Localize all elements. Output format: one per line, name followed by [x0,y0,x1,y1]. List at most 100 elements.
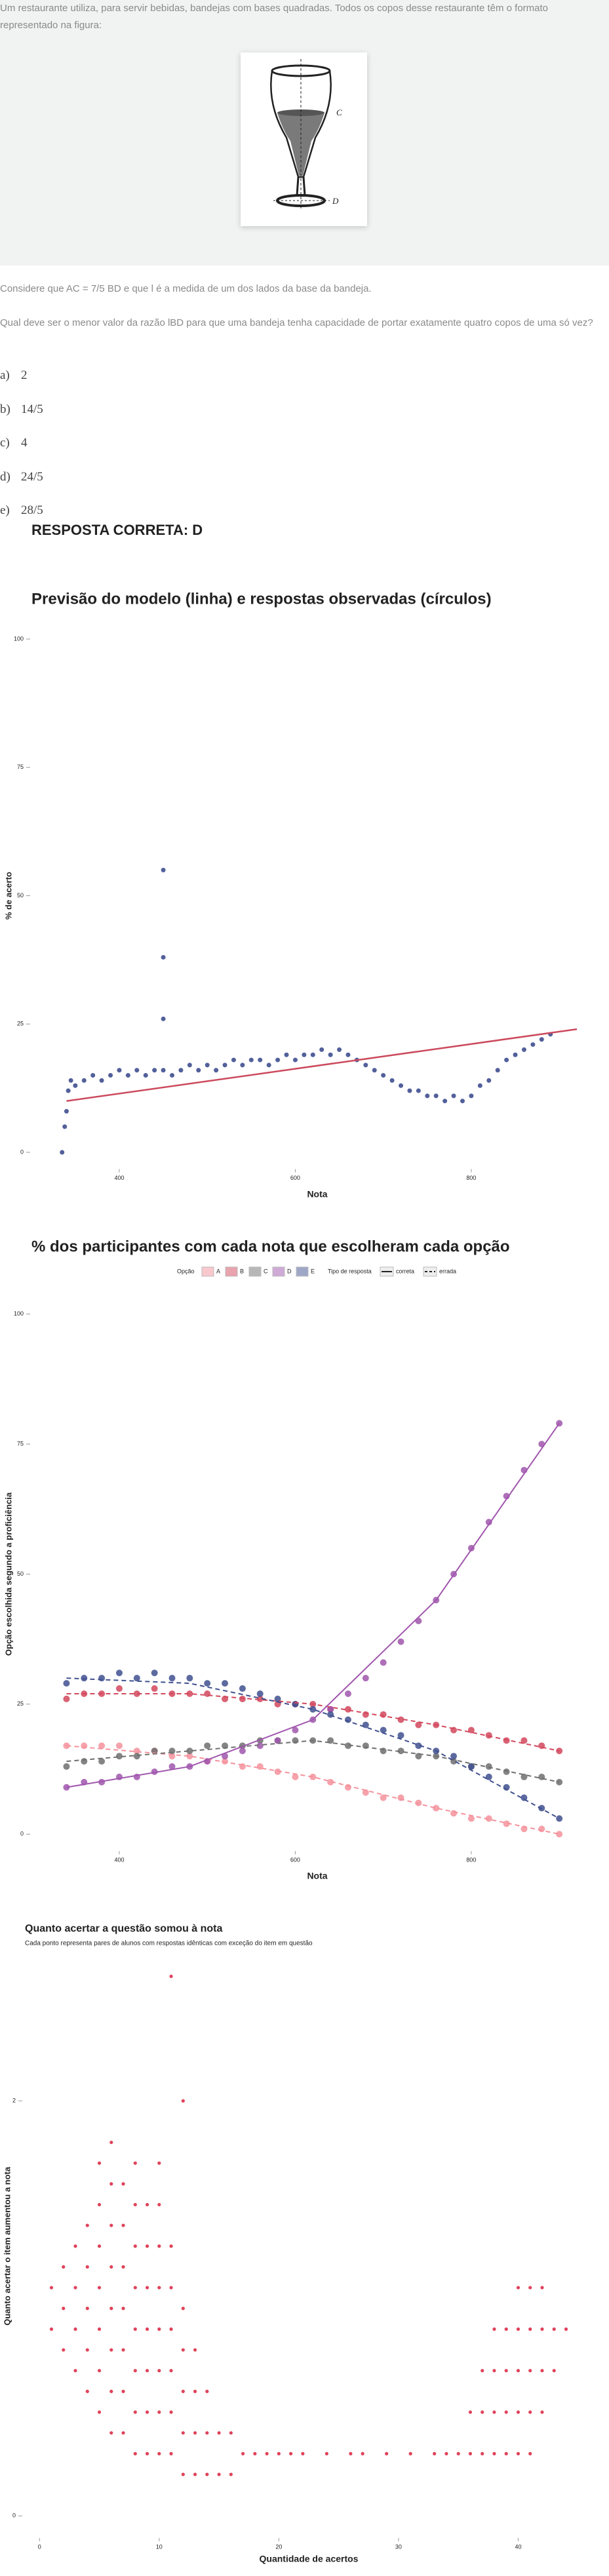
point [133,2244,137,2248]
point [178,1068,184,1073]
point [115,1685,123,1692]
point [477,1083,482,1088]
option: d) 24/5 [0,470,43,484]
point [170,1073,175,1078]
point [81,1078,87,1083]
point [516,2410,521,2414]
legend-swatch [248,1266,262,1277]
point [433,1093,439,1099]
point [239,1747,246,1755]
point [485,1763,492,1770]
point [217,2472,221,2476]
point [133,2161,137,2165]
statement: Qual deve ser o menor valor da razão lBD… [0,317,593,328]
point [302,1052,307,1057]
point [540,2286,544,2290]
chart-title: Quanto acertar a questão somou à nota [25,1923,223,1934]
point [181,2307,185,2311]
point [73,2369,77,2373]
point [193,2389,197,2393]
point [217,2431,221,2435]
point [186,1690,193,1697]
point [275,1057,281,1063]
y-tick-label: 0 [12,2512,16,2519]
point [444,2451,448,2455]
point [133,2369,137,2373]
point [97,2327,102,2331]
option-letter: a) [0,368,10,382]
point [73,2327,77,2331]
point [181,2431,185,2435]
figure-label: D [332,196,339,206]
point [193,2348,197,2352]
point [239,1695,246,1702]
point [344,1716,351,1723]
point [481,2451,484,2455]
point [151,1685,158,1692]
point [485,1815,492,1822]
point [415,1742,422,1749]
legend-swatch [296,1266,309,1277]
point [327,1706,334,1713]
point [205,1063,210,1068]
fit-line [66,1745,560,1835]
point [161,954,166,960]
fit-line [66,1028,578,1102]
y-axis-label: % de acerto [3,872,13,920]
point [292,1700,299,1708]
point [451,1093,456,1099]
option: a) 2 [0,368,28,383]
point [109,2389,113,2393]
point [157,2327,161,2331]
point [292,1057,298,1063]
point [540,2369,544,2373]
point [222,1063,227,1068]
point [157,2202,161,2207]
y-tick-label: 0 [20,1831,24,1837]
point [521,1047,526,1052]
point [161,867,166,872]
point [143,1073,148,1078]
point [552,2369,556,2373]
point [121,2431,125,2435]
point [310,1052,315,1057]
point [309,1706,317,1713]
point [81,1675,88,1682]
point [85,2223,89,2227]
point [97,2369,102,2373]
y-axis-label: Quanto acertar o item aumentou a nota [2,2166,12,2326]
point [540,2327,544,2331]
point [62,1124,68,1129]
point [380,1794,387,1801]
x-axis-label: Quantidade de acertos [260,2554,359,2564]
point [186,1753,193,1760]
figure-label: C [336,107,342,117]
point [222,1753,229,1760]
point [49,2327,54,2331]
point [372,1068,377,1073]
point [145,2451,149,2455]
point [109,2431,113,2435]
point [399,1083,404,1088]
legend-label: errada [439,1268,456,1274]
point [205,2389,209,2393]
point [485,1732,492,1739]
point [456,2451,460,2455]
x-axis-label: Nota [307,1189,327,1200]
point [115,1742,123,1749]
point [109,2348,113,2352]
point [516,2369,521,2373]
point [467,1815,475,1822]
x-tick-label: 600 [290,1856,300,1863]
point [157,2451,161,2455]
x-tick-label: 20 [275,2543,282,2550]
point [450,1753,458,1760]
point [169,2286,173,2290]
point [504,1057,509,1063]
point [196,1068,201,1073]
point [73,2244,77,2248]
point [157,2244,161,2248]
point [181,2348,185,2352]
point [380,1659,387,1666]
point [486,1078,492,1083]
